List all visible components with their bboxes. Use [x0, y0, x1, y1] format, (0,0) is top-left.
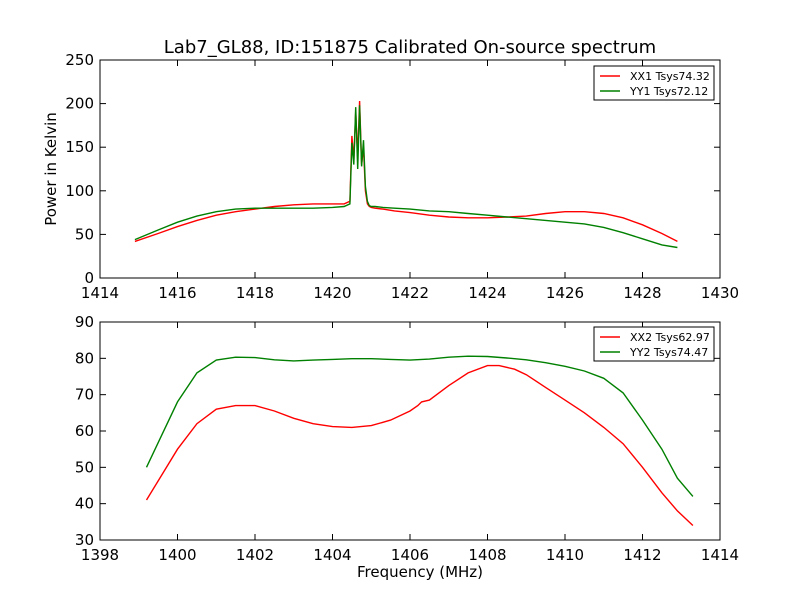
- x-tick-label: 1412: [623, 546, 661, 564]
- legend: XX1 Tsys74.32 YY1 Tsys72.12: [593, 65, 715, 101]
- x-tick-label: 1416: [158, 284, 196, 302]
- y-tick-label: 90: [75, 313, 94, 331]
- series-line-2-2: [145, 355, 694, 497]
- legend-label: XX1 Tsys74.32: [630, 70, 710, 83]
- y-tick-label: 200: [65, 95, 94, 113]
- x-tick-label: 1424: [468, 284, 506, 302]
- x-tick-label: 1410: [546, 546, 584, 564]
- y-tick-label: 50: [75, 458, 94, 476]
- y-tick-label: 250: [65, 51, 94, 69]
- x-axis-label: Frequency (MHz): [357, 563, 483, 581]
- legend-label: XX2 Tsys62.97: [630, 331, 710, 344]
- x-tick-label: 1414: [81, 284, 119, 302]
- x-tick-label: 1422: [391, 284, 429, 302]
- bottom-panel: 1398 1400 1402 1404 1406 1408 1410 1412 1414 30 40…: [75, 313, 739, 581]
- y-tick-label: 30: [75, 531, 94, 549]
- y-tick-label: 0: [84, 269, 94, 287]
- x-tick-label: 1404: [313, 546, 351, 564]
- x-tick-label: 1414: [701, 546, 739, 564]
- x-tick-label: 1428: [623, 284, 661, 302]
- legend-box: [593, 326, 715, 362]
- x-tick-label: 1426: [546, 284, 584, 302]
- x-tick-label: 1420: [313, 284, 351, 302]
- legend-box: [593, 65, 715, 101]
- y-tick-label: 40: [75, 495, 94, 513]
- y-tick-label: 70: [75, 386, 94, 404]
- chart-title: Lab7_GL88, ID:151875 Calibrated On-sourc…: [164, 37, 656, 58]
- legend-label: YY1 Tsys72.12: [629, 85, 708, 98]
- x-tick-label: 1402: [236, 546, 274, 564]
- x-tick-label: 1398: [81, 546, 119, 564]
- y-axis-label: Power in Kelvin: [42, 112, 60, 226]
- x-tick-label: 1400: [158, 546, 196, 564]
- y-tick-label: 80: [75, 349, 94, 367]
- legend: XX2 Tsys62.97 YY2 Tsys74.47: [593, 326, 715, 362]
- series-line-2-1: [145, 364, 694, 527]
- x-tick-label: 1408: [468, 546, 506, 564]
- x-tick-label: 1430: [701, 284, 739, 302]
- x-tick-label: 1406: [391, 546, 429, 564]
- series-line-1-2: [134, 105, 678, 249]
- y-tick-label: 150: [65, 138, 94, 156]
- y-tick-label: 60: [75, 422, 94, 440]
- y-tick-label: 100: [65, 182, 94, 200]
- y-tick-label: 50: [75, 225, 94, 243]
- top-panel: 1414 1416 1418 1420 1422 1424 1426 1428 1430 0 50 1…: [42, 51, 739, 302]
- legend-label: YY2 Tsys74.47: [629, 346, 708, 359]
- x-tick-label: 1418: [236, 284, 274, 302]
